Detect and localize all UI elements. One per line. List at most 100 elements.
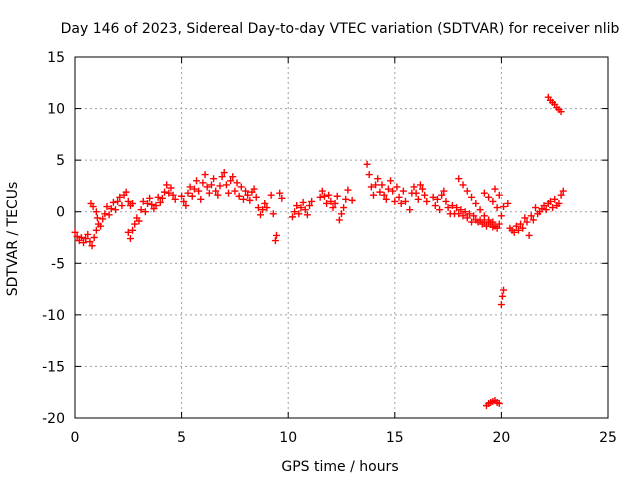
data-point xyxy=(207,181,215,189)
data-point xyxy=(378,181,386,189)
data-point xyxy=(504,199,512,207)
data-point xyxy=(235,192,243,200)
data-point xyxy=(139,197,147,205)
data-point xyxy=(406,206,414,214)
data-point xyxy=(463,187,471,195)
data-point xyxy=(485,193,493,201)
data-point xyxy=(116,193,124,201)
data-point xyxy=(269,210,277,218)
data-point xyxy=(122,188,130,196)
data-point xyxy=(395,193,403,201)
data-point xyxy=(272,231,280,239)
data-point xyxy=(527,212,535,220)
data-point xyxy=(438,191,446,199)
data-point xyxy=(259,206,267,214)
data-point xyxy=(455,175,463,183)
data-point xyxy=(333,192,341,200)
data-point xyxy=(126,235,134,243)
data-point xyxy=(465,210,473,218)
x-axis-ticks: 0 5 10 15 20 25 xyxy=(71,57,617,446)
data-point xyxy=(190,185,198,193)
data-point xyxy=(401,197,409,205)
data-point xyxy=(306,202,314,210)
data-point xyxy=(152,202,160,210)
data-point xyxy=(146,194,154,202)
data-point xyxy=(73,232,81,240)
data-point xyxy=(419,185,427,193)
data-point xyxy=(156,198,164,206)
data-point xyxy=(410,183,418,191)
data-point xyxy=(165,189,173,197)
data-point xyxy=(77,234,85,241)
data-point xyxy=(365,171,373,179)
data-point xyxy=(472,199,480,207)
data-point xyxy=(109,198,117,206)
data-point xyxy=(141,208,149,216)
data-point xyxy=(463,214,471,222)
data-points xyxy=(71,93,567,410)
data-point xyxy=(114,197,122,205)
data-point xyxy=(218,173,226,181)
data-point xyxy=(291,208,299,216)
data-point xyxy=(320,192,328,200)
data-point xyxy=(338,210,345,218)
data-point xyxy=(201,171,209,179)
data-point xyxy=(436,206,444,214)
data-point xyxy=(470,212,478,220)
data-point xyxy=(278,194,286,202)
data-point xyxy=(468,193,476,201)
data-point xyxy=(188,192,196,200)
data-point xyxy=(263,204,271,212)
data-point xyxy=(510,228,518,236)
data-point xyxy=(500,286,508,294)
data-point xyxy=(493,204,501,212)
data-point xyxy=(163,181,171,189)
data-point xyxy=(227,177,235,185)
data-point xyxy=(542,206,550,214)
data-point xyxy=(124,228,132,236)
data-point xyxy=(442,197,450,205)
data-point xyxy=(250,185,258,193)
data-point xyxy=(523,218,531,226)
data-point xyxy=(363,160,371,168)
data-point xyxy=(448,202,456,210)
data-point xyxy=(369,191,377,199)
data-point xyxy=(335,216,343,224)
y-tick-label: -10 xyxy=(42,308,65,324)
data-point xyxy=(459,212,467,220)
data-point xyxy=(380,191,388,199)
data-point xyxy=(495,220,503,228)
data-point xyxy=(252,193,260,201)
data-point xyxy=(493,224,501,232)
data-point xyxy=(433,195,441,203)
data-point xyxy=(182,202,190,210)
data-point xyxy=(444,204,452,212)
data-point xyxy=(376,188,384,196)
chart-title: Day 146 of 2023, Sidereal Day-to-day VTE… xyxy=(61,21,620,37)
x-tick-label: 0 xyxy=(71,430,80,446)
data-point xyxy=(158,194,166,202)
x-tick-label: 5 xyxy=(177,430,186,446)
plot-frame xyxy=(74,56,609,419)
y-tick-label: 0 xyxy=(56,205,65,221)
data-point xyxy=(480,212,488,220)
data-point xyxy=(99,215,107,223)
data-point xyxy=(129,226,137,234)
data-point xyxy=(214,191,222,199)
data-point xyxy=(161,188,169,196)
data-point xyxy=(297,204,305,212)
data-point xyxy=(118,202,126,210)
data-point xyxy=(397,199,405,207)
data-point xyxy=(476,206,484,214)
data-point xyxy=(101,210,109,218)
data-point xyxy=(457,206,465,214)
data-point xyxy=(233,179,241,187)
data-point xyxy=(205,189,213,197)
y-tick-label: 15 xyxy=(47,50,65,66)
data-point xyxy=(497,301,505,309)
data-point xyxy=(112,206,120,214)
data-point xyxy=(416,181,424,189)
data-point xyxy=(237,183,245,191)
data-point xyxy=(532,204,540,212)
data-point xyxy=(512,222,520,230)
